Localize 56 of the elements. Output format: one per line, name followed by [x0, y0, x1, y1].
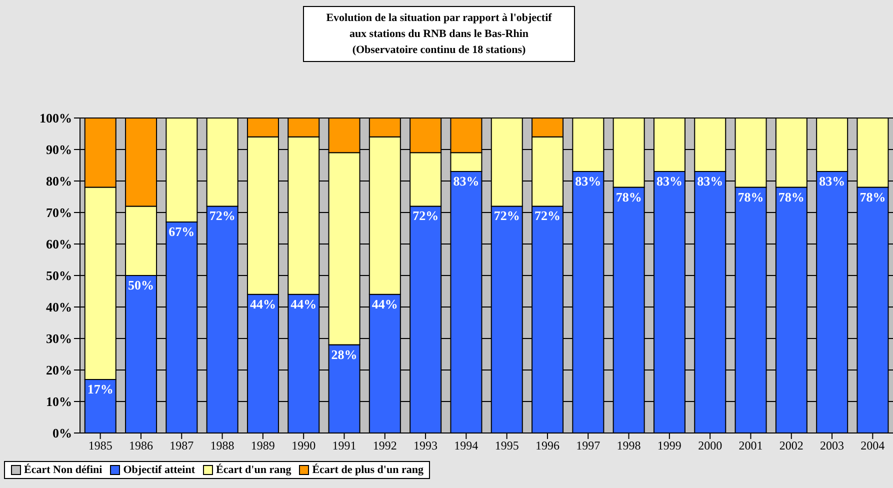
- data-label: 83%: [453, 174, 480, 189]
- data-label: 44%: [290, 296, 317, 312]
- x-tick-label: 2003: [820, 438, 844, 453]
- data-label: 78%: [738, 189, 764, 204]
- legend-label: Écart de plus d'un rang: [311, 464, 424, 476]
- y-tick-label: 0%: [52, 426, 72, 441]
- data-label: 67%: [168, 224, 195, 239]
- y-tick-label: 30%: [46, 331, 72, 346]
- x-tick-label: 2002: [779, 438, 804, 453]
- x-tick-label: 1997: [576, 438, 600, 453]
- data-label: 78%: [860, 189, 886, 204]
- x-tick-label: 2004: [860, 438, 885, 453]
- x-tick-label: 1992: [372, 438, 397, 453]
- data-label: 44%: [372, 296, 398, 312]
- x-tick-label: 1994: [454, 438, 478, 453]
- y-tick-label: 20%: [46, 362, 72, 378]
- y-tick-label: 70%: [46, 205, 72, 220]
- x-tick-label: 1995: [494, 438, 519, 453]
- x-tick-label: 1999: [657, 438, 682, 453]
- x-tick-label: 1989: [250, 438, 275, 453]
- data-label: 50%: [128, 278, 154, 292]
- data-label: 72%: [209, 208, 236, 224]
- legend-label: Objectif atteint: [122, 464, 196, 476]
- data-label: 83%: [656, 174, 682, 189]
- chart-title: Evolution de la situation par rapport à l'objectif aux stations du RNB dans le Bas-Rhin (Observatoire continu de 18 stations): [325, 11, 553, 58]
- data-label: 72%: [494, 208, 520, 224]
- data-label: 78%: [778, 189, 804, 204]
- y-tick-label: 60%: [46, 236, 72, 252]
- x-tick-label: 1996: [535, 438, 560, 453]
- x-tick-label: 1987: [170, 438, 194, 453]
- y-tick-label: 50%: [46, 268, 72, 284]
- data-label: 78%: [616, 189, 642, 204]
- data-label: 72%: [412, 208, 439, 224]
- data-label: 83%: [575, 174, 602, 189]
- x-tick-label: 1991: [332, 438, 356, 453]
- y-tick-label: 40%: [46, 300, 72, 315]
- data-label: 28%: [331, 346, 358, 362]
- x-tick-label: 1993: [414, 438, 438, 453]
- x-tick-label: 1990: [292, 438, 316, 453]
- legend-label: Écart Non défini: [23, 464, 102, 476]
- x-tick-label: 2000: [698, 438, 722, 453]
- data-label: 83%: [697, 174, 724, 189]
- y-tick-label: 100%: [40, 110, 72, 126]
- data-label: 17%: [87, 381, 114, 396]
- x-tick-label: 1988: [210, 438, 234, 453]
- data-label: 83%: [819, 174, 846, 189]
- x-tick-label: 2001: [738, 438, 763, 453]
- y-tick-label: 90%: [46, 142, 72, 158]
- data-label: 44%: [250, 296, 276, 312]
- y-tick-label: 80%: [46, 174, 72, 189]
- x-tick-label: 1998: [616, 438, 641, 453]
- data-label: 72%: [534, 208, 561, 224]
- x-tick-label: 1985: [88, 438, 112, 453]
- x-tick-label: 1986: [128, 438, 153, 453]
- legend-label: Écart d'un rang: [215, 464, 292, 476]
- y-tick-label: 10%: [46, 394, 72, 410]
